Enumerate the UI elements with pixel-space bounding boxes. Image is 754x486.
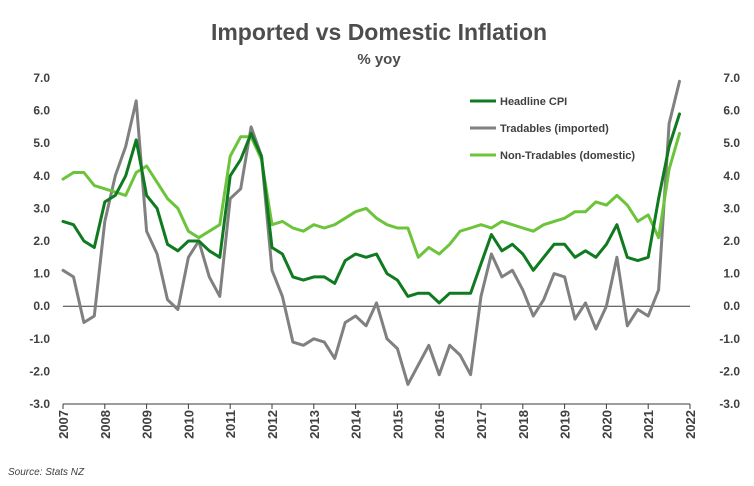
y-tick-label-left: -2.0 (29, 364, 50, 378)
y-tick-label-right: 0.0 (723, 299, 740, 313)
x-tick-label: 2013 (307, 410, 322, 439)
x-tick-label: 2011 (223, 410, 238, 438)
x-axis: 2007 2008 2009 2010 2011 2012 2013 2014 2015 2016… (56, 403, 698, 439)
series-line-1 (61, 79, 681, 386)
y-tick-label-left: 6.0 (33, 104, 50, 118)
y-tick-label-left: 0.0 (33, 299, 50, 313)
y-tick-label-right: 2.0 (723, 234, 740, 248)
legend-label: Tradables (imported) (500, 123, 609, 135)
x-tick-label: 2014 (349, 409, 364, 439)
chart-title: Imported vs Domestic Inflation (211, 19, 547, 45)
legend-label: Headline CPI (500, 96, 567, 108)
y-tick-label-left: 4.0 (33, 169, 50, 183)
x-tick-label: 2020 (599, 410, 614, 439)
series-lines (61, 79, 681, 386)
y-tick-label-left: -1.0 (29, 332, 50, 346)
x-tick-label: 2019 (558, 410, 573, 439)
y-tick-label-right: 6.0 (723, 104, 740, 118)
chart-subtitle: % yoy (357, 51, 401, 68)
source-note: Source: Stats NZ (8, 467, 85, 478)
y-tick-label-right: -2.0 (719, 364, 740, 378)
y-tick-label-right: 1.0 (723, 267, 740, 281)
legend: Headline CPI Tradables (imported) Non-Trad… (470, 96, 635, 162)
y-tick-label-left: 2.0 (33, 234, 50, 248)
series-line-2 (61, 131, 681, 259)
x-tick-label: 2007 (56, 410, 71, 439)
x-tick-label: 2016 (432, 410, 447, 439)
y-tick-label-left: 3.0 (33, 201, 50, 215)
y-tick-label-left: -3.0 (29, 397, 50, 411)
x-tick-label: 2022 (683, 410, 698, 439)
y-tick-label-left: 1.0 (33, 267, 50, 281)
y-tick-label-right: 5.0 (723, 136, 740, 150)
y-tick-label-right: -1.0 (719, 332, 740, 346)
x-tick-label: 2015 (390, 410, 405, 439)
x-tick-label: 2010 (181, 410, 196, 439)
y-tick-label-left: 7.0 (33, 71, 50, 85)
x-tick-label: 2009 (140, 410, 155, 439)
x-tick-label: 2017 (474, 410, 489, 439)
y-tick-label-right: 4.0 (723, 169, 740, 183)
x-tick-label: 2021 (641, 410, 656, 439)
y-tick-label-right: 3.0 (723, 201, 740, 215)
y-tick-label-right: -3.0 (719, 397, 740, 411)
legend-label: Non-Tradables (domestic) (500, 150, 635, 162)
y-tick-label-right: 7.0 (723, 71, 740, 85)
y-axis-right: 7.0 6.0 5.0 4.0 3.0 2.0 1.0 0.0 -1.0 -2.0 -3.0 (719, 71, 740, 411)
y-axis-left: 7.0 6.0 5.0 4.0 3.0 2.0 1.0 0.0 -1.0 -2.0 -3.0 (29, 71, 50, 411)
series-line-0 (61, 112, 681, 305)
y-tick-label-left: 5.0 (33, 136, 50, 150)
x-tick-label: 2012 (265, 410, 280, 439)
x-tick-label: 2008 (98, 410, 113, 439)
x-tick-label: 2018 (516, 410, 531, 439)
